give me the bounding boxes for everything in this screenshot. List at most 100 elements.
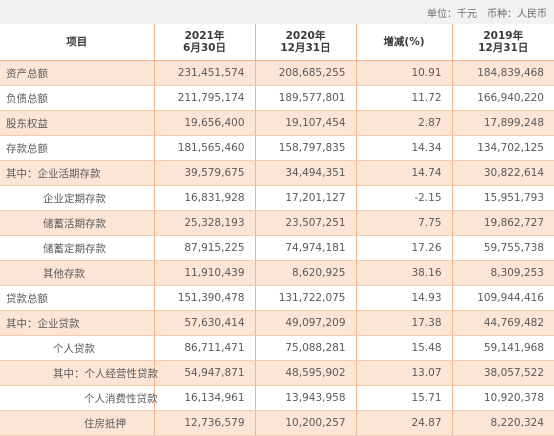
value-2020: 49,097,209 xyxy=(254,310,356,336)
header-2019-year: 2019年 xyxy=(483,30,524,42)
value-2021: 57,630,414 xyxy=(153,310,255,336)
value-2020: 131,722,075 xyxy=(254,285,356,311)
row-label: 贷款总额 xyxy=(0,285,154,311)
value-2020: 23,507,251 xyxy=(254,210,356,236)
value-change: 17.38 xyxy=(355,310,452,336)
header-2021-date: 6月30日 xyxy=(183,42,226,54)
table-header: 项目 2021年 6月30日 2020年 12月31日 增减(%) 2019年 … xyxy=(0,24,554,61)
value-2021: 19,656,400 xyxy=(153,110,255,136)
value-change: 38.16 xyxy=(355,260,452,286)
table-row: 股东权益 19,656,400 19,107,454 2.87 17,899,2… xyxy=(0,110,554,136)
header-change: 增减(%) xyxy=(355,24,452,61)
row-label: 个人消费性贷款 xyxy=(0,385,158,411)
value-2020: 8,620,925 xyxy=(254,260,356,286)
value-2021: 181,565,460 xyxy=(153,135,255,161)
value-2021: 16,831,928 xyxy=(153,185,255,211)
table-row: 贷款总额 151,390,478 131,722,075 14.93 109,9… xyxy=(0,285,554,311)
value-change: 2.87 xyxy=(355,110,452,136)
table-row: 个人消费性贷款 16,134,961 13,943,958 15.71 10,9… xyxy=(0,385,554,411)
value-2021: 25,328,193 xyxy=(153,210,255,236)
value-2020: 189,577,801 xyxy=(254,85,356,111)
value-2021: 39,579,675 xyxy=(153,160,255,186)
value-change: 14.93 xyxy=(355,285,452,311)
value-change: 7.75 xyxy=(355,210,452,236)
table-row: 住房抵押 12,736,579 10,200,257 24.87 8,220,3… xyxy=(0,410,554,436)
value-2019: 19,862,727 xyxy=(451,210,554,236)
table-row: 储蓄定期存款 87,915,225 74,974,181 17.26 59,75… xyxy=(0,235,554,261)
value-2021: 12,736,579 xyxy=(153,410,255,436)
header-row: 项目 2021年 6月30日 2020年 12月31日 增减(%) 2019年 … xyxy=(0,24,554,61)
value-2019: 10,920,378 xyxy=(451,385,554,411)
value-2021: 11,910,439 xyxy=(153,260,255,286)
value-2019: 166,940,220 xyxy=(451,85,554,111)
value-change: 24.87 xyxy=(355,410,452,436)
value-2020: 208,685,255 xyxy=(254,60,356,86)
value-change: 13.07 xyxy=(355,360,452,386)
table-row: 存款总额 181,565,460 158,797,835 14.34 134,7… xyxy=(0,135,554,161)
row-label: 股东权益 xyxy=(0,110,154,136)
value-2020: 13,943,958 xyxy=(254,385,356,411)
header-item: 项目 xyxy=(0,24,154,61)
table-row: 储蓄活期存款 25,328,193 23,507,251 7.75 19,862… xyxy=(0,210,554,236)
table-body: 资产总额 231,451,574 208,685,255 10.91 184,8… xyxy=(0,60,554,436)
row-label: 存款总额 xyxy=(0,135,154,161)
table-row: 负债总额 211,795,174 189,577,801 11.72 166,9… xyxy=(0,85,554,111)
value-2020: 10,200,257 xyxy=(254,410,356,436)
value-2019: 38,057,522 xyxy=(451,360,554,386)
value-2021: 87,915,225 xyxy=(153,235,255,261)
value-2021: 54,947,871 xyxy=(153,360,255,386)
row-label: 储蓄定期存款 xyxy=(0,235,154,261)
value-2019: 8,309,253 xyxy=(451,260,554,286)
value-2019: 44,769,482 xyxy=(451,310,554,336)
value-change: 15.71 xyxy=(355,385,452,411)
table-row: 其中：个人经营性贷款 54,947,871 48,595,902 13.07 3… xyxy=(0,360,554,386)
header-2020-date: 12月31日 xyxy=(280,42,331,54)
table-row: 其他存款 11,910,439 8,620,925 38.16 8,309,25… xyxy=(0,260,554,286)
value-2019: 17,899,248 xyxy=(451,110,554,136)
header-2021: 2021年 6月30日 xyxy=(153,24,255,61)
row-label: 资产总额 xyxy=(0,60,154,86)
row-label: 储蓄活期存款 xyxy=(0,210,154,236)
row-label: 住房抵押 xyxy=(0,410,154,436)
value-2020: 75,088,281 xyxy=(254,335,356,361)
row-label: 个人贷款 xyxy=(0,335,154,361)
value-2019: 59,755,738 xyxy=(451,235,554,261)
value-2020: 74,974,181 xyxy=(254,235,356,261)
row-label: 企业定期存款 xyxy=(0,185,154,211)
value-2021: 16,134,961 xyxy=(153,385,255,411)
header-2019: 2019年 12月31日 xyxy=(451,24,554,61)
value-2021: 86,711,471 xyxy=(153,335,255,361)
table-row: 其中：企业贷款 57,630,414 49,097,209 17.38 44,7… xyxy=(0,310,554,336)
value-2021: 151,390,478 xyxy=(153,285,255,311)
value-2020: 48,595,902 xyxy=(254,360,356,386)
value-2020: 17,201,127 xyxy=(254,185,356,211)
value-2021: 211,795,174 xyxy=(153,85,255,111)
currency-label: 币种：人民币 xyxy=(487,8,547,20)
unit-label: 单位：千元 xyxy=(427,8,477,20)
value-change: 14.74 xyxy=(355,160,452,186)
row-label: 其中：企业活期存款 xyxy=(0,160,154,186)
header-2019-date: 12月31日 xyxy=(478,42,529,54)
value-change: 14.34 xyxy=(355,135,452,161)
header-2020: 2020年 12月31日 xyxy=(254,24,356,61)
header-2021-year: 2021年 xyxy=(184,30,225,42)
header-2020-year: 2020年 xyxy=(285,30,326,42)
row-label: 其中：个人经营性贷款 xyxy=(0,360,158,386)
value-change: 15.48 xyxy=(355,335,452,361)
row-label: 其中：企业贷款 xyxy=(0,310,154,336)
table-row: 个人贷款 86,711,471 75,088,281 15.48 59,141,… xyxy=(0,335,554,361)
value-2019: 59,141,968 xyxy=(451,335,554,361)
row-label: 负债总额 xyxy=(0,85,154,111)
balance-summary-table: 项目 2021年 6月30日 2020年 12月31日 增减(%) 2019年 … xyxy=(0,24,554,436)
table-row: 企业定期存款 16,831,928 17,201,127 -2.15 15,95… xyxy=(0,185,554,211)
value-2020: 34,494,351 xyxy=(254,160,356,186)
table-row: 其中：企业活期存款 39,579,675 34,494,351 14.74 30… xyxy=(0,160,554,186)
value-2019: 134,702,125 xyxy=(451,135,554,161)
value-2020: 158,797,835 xyxy=(254,135,356,161)
value-2019: 30,822,614 xyxy=(451,160,554,186)
value-2019: 184,839,468 xyxy=(451,60,554,86)
value-2021: 231,451,574 xyxy=(153,60,255,86)
value-change: 17.26 xyxy=(355,235,452,261)
row-label: 其他存款 xyxy=(0,260,154,286)
value-2019: 8,220,324 xyxy=(451,410,554,436)
